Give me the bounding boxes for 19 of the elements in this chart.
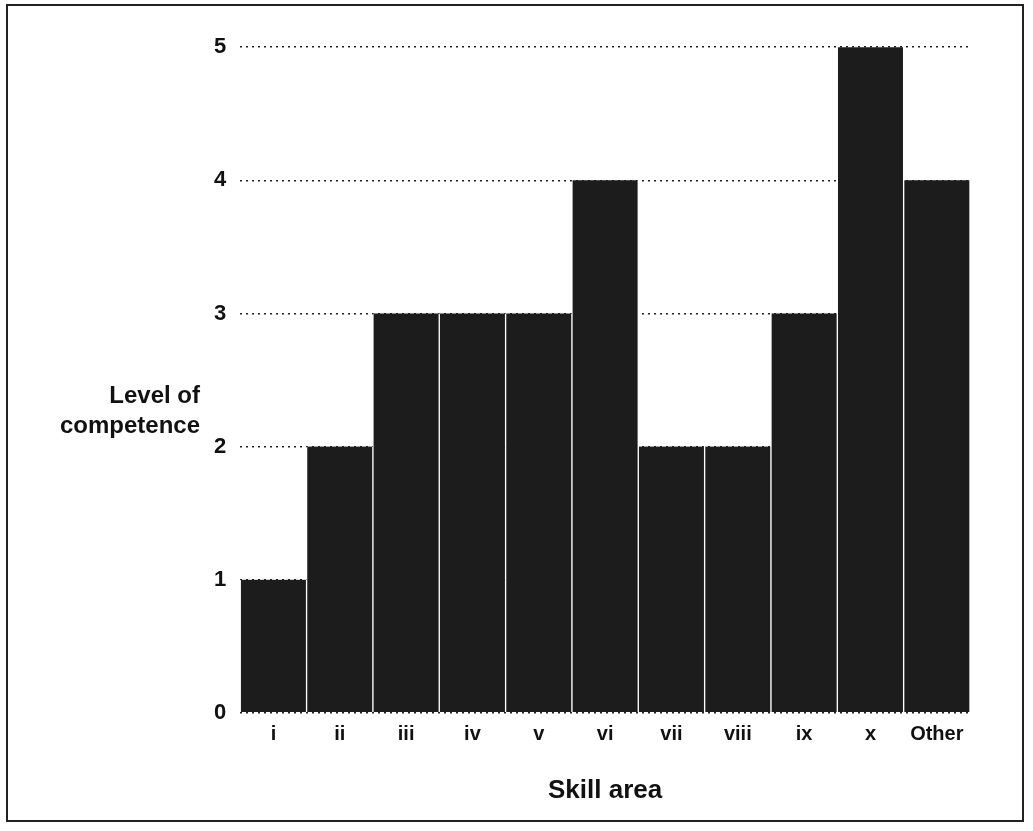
x-tick-label: v bbox=[533, 722, 546, 745]
x-tick-label: x bbox=[864, 722, 877, 745]
y-tick-label: 5 bbox=[213, 33, 227, 59]
x-tick-label: ix bbox=[795, 722, 813, 745]
y-tick-label: 2 bbox=[213, 432, 227, 458]
x-tick-label: vi bbox=[596, 722, 614, 745]
x-tick-label: iv bbox=[464, 722, 482, 745]
y-axis-title: Level of competence bbox=[58, 380, 200, 440]
x-tick-label: i bbox=[270, 722, 277, 745]
y-tick-label: 1 bbox=[213, 565, 227, 591]
y-tick-label: 4 bbox=[213, 166, 227, 192]
x-tick-label: viii bbox=[723, 722, 752, 745]
x-axis-title: Skill area bbox=[548, 773, 663, 804]
x-tick-label: ii bbox=[334, 722, 346, 745]
x-tick-label: Other bbox=[910, 722, 964, 745]
x-tick-label: iii bbox=[397, 722, 415, 745]
y-tick-label: 3 bbox=[213, 299, 227, 325]
y-tick-label: 0 bbox=[213, 698, 227, 724]
x-tick-label: vii bbox=[660, 722, 683, 745]
